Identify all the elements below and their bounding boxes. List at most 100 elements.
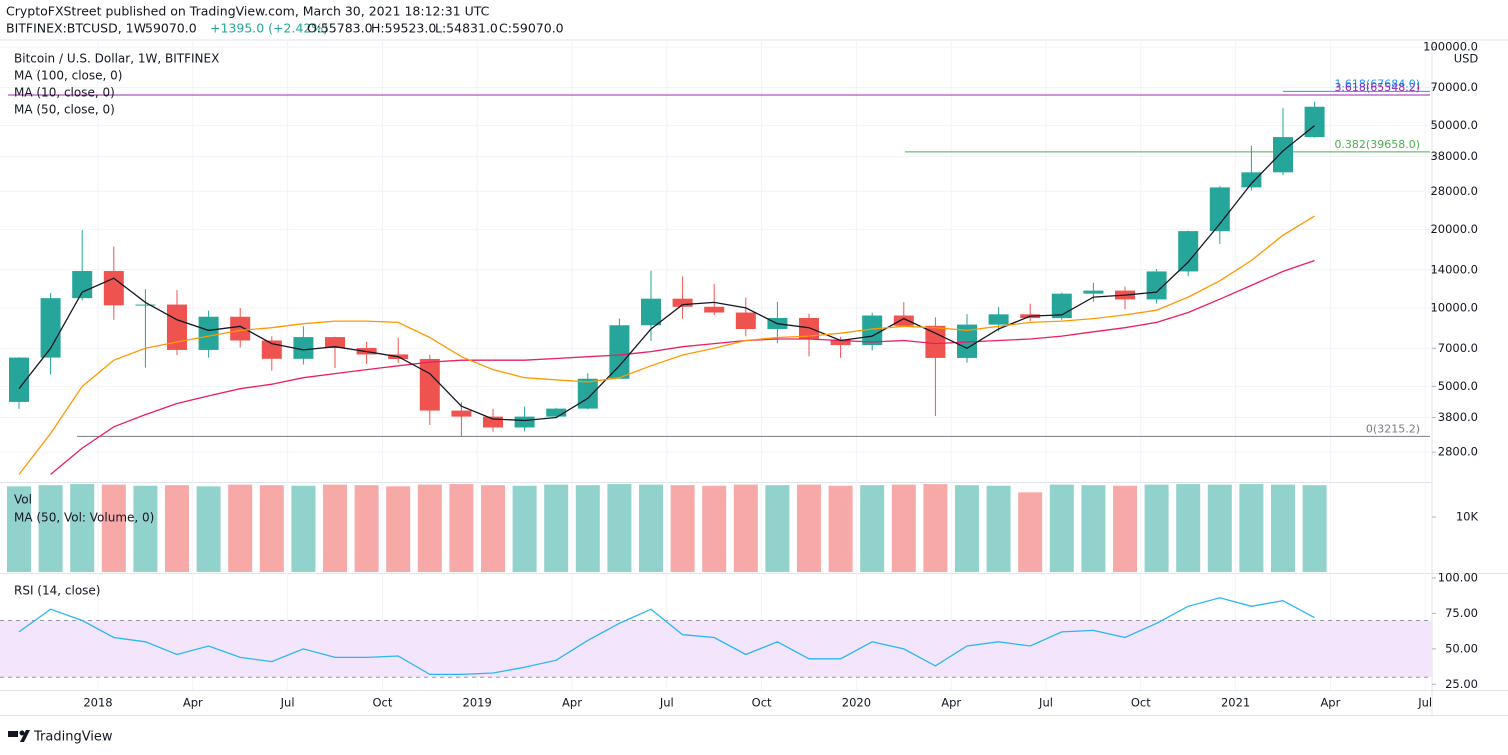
x-tick-label: Oct [752,696,772,710]
x-tick-label: Oct [372,696,392,710]
candle-body [957,324,977,358]
candle-body [1209,187,1230,232]
candle-body [1273,137,1293,173]
moving-average [18,215,1315,475]
rsi-band [0,620,1432,678]
candle-body [641,298,661,326]
y-tick-label: 20000.0 [1430,222,1478,236]
candle-body [9,357,29,402]
volume-bar [38,485,63,572]
close: C:59070.0 [499,21,564,36]
candle-body [830,339,851,346]
candle-body [325,337,345,348]
x-tick-label: Apr [1320,696,1340,710]
moving-average [18,125,1316,422]
y-tick-label: 50.00 [1445,641,1478,655]
candle-body [799,317,819,340]
volume-bar [1144,484,1169,572]
x-tick-label: Apr [183,696,203,710]
volume-bar [70,484,95,572]
candle-body [577,378,598,409]
y-tick-label: 10K [1456,510,1479,524]
y-tick-label: 14000.0 [1430,262,1478,276]
open: O:55783.0 [307,21,373,36]
volume-bar [670,485,695,572]
candle-body [1241,172,1262,188]
x-tick-label: 2019 [463,696,492,710]
y-tick-label: 28000.0 [1430,184,1478,198]
volume-bar [7,486,31,572]
y-tick-label: 7000.0 [1438,341,1478,355]
volume-bar [702,485,727,572]
volume-bar [1271,484,1295,572]
volume-bar [512,485,537,572]
rsi-line [18,597,1315,676]
fib-label: 0(3215.2) [1366,422,1420,435]
candle-body [704,306,725,313]
candle-body [546,408,567,417]
fib-label: 3.618(65548.2) [1334,81,1420,94]
candle-body [925,325,946,358]
volume-bar [891,484,916,572]
volume-bar [133,485,158,572]
x-tick-label: 2021 [1221,696,1250,710]
volume-bar [386,486,411,572]
candle-body [514,416,535,428]
volume-bar [101,484,126,572]
candle-body [1178,231,1199,272]
high: H:59523.0 [371,21,436,36]
volume-bar [259,485,284,572]
symbol: BITFINEX:BTCUSD, 1W [6,21,146,36]
x-tick-label: 2020 [842,696,871,710]
tradingview-logo [8,730,30,742]
x-tick-label: Apr [562,696,582,710]
y-tick-label: 38000.0 [1430,149,1478,163]
y-tick-label: 10000.0 [1430,300,1478,314]
candle-body [893,315,914,326]
volume-bar [1207,484,1232,572]
pane-title: Vol [14,493,32,507]
low: L:54831.0 [435,21,498,36]
fib-label: 1.618(67684.0) [1334,77,1420,90]
candle-body [1304,106,1325,138]
x-tick-label: Apr [941,696,961,710]
volume-bar [1018,492,1043,572]
candle-body [103,271,124,306]
last-price: 59070.0 [145,21,197,36]
x-tick-label: Jul [1038,696,1053,710]
legend-entry: MA (100, close, 0) [14,69,122,83]
candle-body [230,316,251,341]
volume-bar [923,484,948,572]
volume-bar [165,485,189,572]
fib-label: 0.382(39658.0) [1334,138,1420,151]
candle-body [672,298,693,307]
chart-title: Bitcoin / U.S. Dollar, 1W, BITFINEX [14,52,219,66]
volume-bar [354,485,379,572]
volume-bar [860,485,885,572]
volume-bar [291,485,316,572]
volume-bar [196,486,221,572]
y-tick-label: 2800.0 [1438,445,1478,459]
pane-title: RSI (14, close) [14,584,100,598]
volume-bar [733,484,758,572]
x-tick-label: Jul [659,696,674,710]
candle-body [735,312,756,330]
legend-entry: MA (10, close, 0) [14,86,115,100]
volume-bar [1113,485,1137,572]
y-tick-label: 25.00 [1445,677,1478,691]
y-tick-label: 3800.0 [1438,410,1478,424]
volume-bar [544,484,569,572]
x-tick-label: Oct [1131,696,1151,710]
volume-bar [323,484,347,572]
volume-bar [575,485,600,572]
pane-legend: MA (50, Vol: Volume, 0) [14,511,154,525]
volume-bar [797,484,821,572]
candle-body [483,416,503,428]
volume-bar [228,484,253,572]
x-tick-label: Jul [280,696,295,710]
y-tick-label: 75.00 [1445,606,1478,620]
volume-bar [986,485,1011,572]
price-unit: USD [1454,52,1479,66]
volume-bar [607,484,632,572]
x-tick-label: 2018 [83,696,112,710]
